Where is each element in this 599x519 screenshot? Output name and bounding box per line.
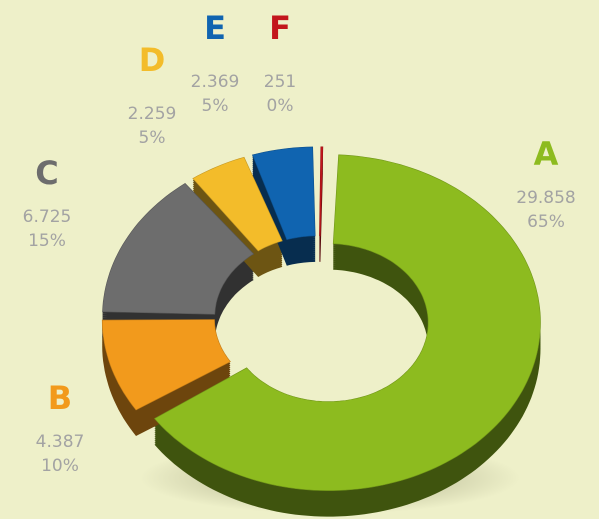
percent-label: 15% [28, 231, 66, 251]
percent-label: 10% [41, 456, 79, 476]
slice [192, 156, 283, 252]
percent-label: 65% [527, 212, 565, 232]
category-label: F [269, 9, 291, 47]
category-label: D [139, 41, 166, 79]
category-label: C [35, 154, 58, 192]
slice [251, 146, 316, 241]
value-label: 29.858 [516, 188, 575, 208]
value-label: 2.369 [191, 72, 240, 92]
category-label: E [204, 9, 226, 47]
category-label: B [48, 379, 72, 417]
slice [319, 146, 324, 237]
slice [102, 183, 255, 315]
value-label: 6.725 [23, 207, 72, 227]
slice [154, 154, 541, 491]
percent-label: 5% [139, 128, 166, 148]
percent-label: 5% [202, 96, 229, 116]
category-label: A [534, 135, 559, 173]
slice [101, 319, 231, 411]
value-label: 2.259 [128, 104, 177, 124]
value-label: 251 [264, 72, 296, 92]
percent-label: 0% [267, 96, 294, 116]
value-label: 4.387 [36, 432, 85, 452]
